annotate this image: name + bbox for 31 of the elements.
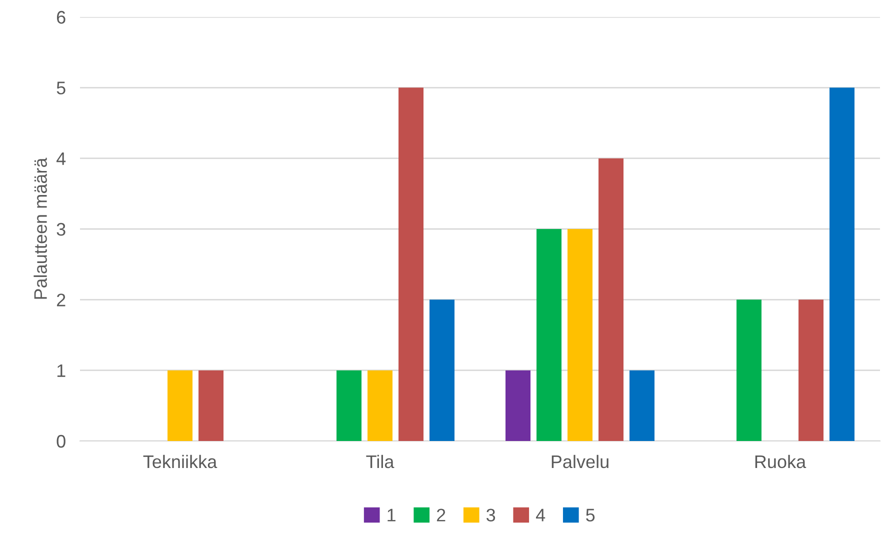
legend-label: 3	[486, 508, 496, 522]
legend-label: 2	[436, 508, 446, 522]
bar	[198, 370, 224, 441]
bar	[430, 300, 454, 441]
bar	[536, 229, 562, 441]
legend-label: 1	[388, 508, 396, 522]
bar	[168, 370, 192, 441]
legend-label: 4	[536, 508, 546, 522]
bar	[368, 370, 392, 441]
y-tick-label: 1	[57, 364, 66, 377]
bar	[798, 300, 824, 441]
x-tick-label: Tekniikka	[143, 454, 218, 468]
x-tick-label: Palvelu	[552, 454, 608, 468]
y-tick-label: 2	[56, 294, 66, 306]
bar	[336, 370, 362, 441]
bar	[568, 229, 592, 441]
bar	[830, 88, 854, 441]
y-tick-label: 5	[56, 82, 66, 94]
legend-label: 5	[586, 508, 595, 522]
x-tick-label: Tila	[366, 454, 394, 468]
y-tick-label: 4	[56, 152, 66, 165]
y-tick-label: 6	[56, 10, 66, 24]
y-tick-label: 3	[56, 222, 66, 236]
x-tick-label: Ruoka	[755, 454, 806, 468]
y-tick-label: 0	[56, 434, 66, 448]
bar	[398, 88, 424, 441]
y-axis-title: Palautteen määrä	[34, 158, 47, 299]
bar	[630, 370, 654, 441]
bar	[598, 158, 624, 441]
bar	[736, 300, 762, 441]
bar	[506, 370, 530, 441]
